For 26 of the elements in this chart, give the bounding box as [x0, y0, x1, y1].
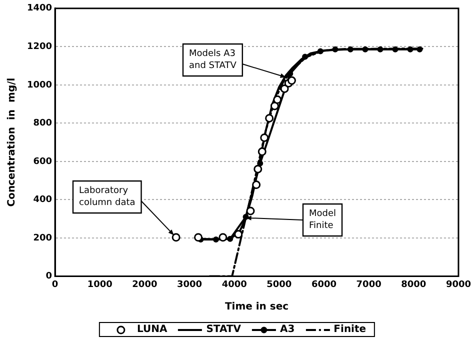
- legend-label: A3: [280, 324, 295, 335]
- x-tick-label: 6000: [311, 280, 337, 290]
- x-tick-label: 5000: [266, 280, 292, 290]
- y-tick-label: 0: [46, 272, 52, 282]
- x-tick-label: 3000: [176, 280, 202, 290]
- legend-label: STATV: [206, 324, 241, 335]
- y-tick-label: 400: [33, 195, 52, 206]
- x-tick-label: 1000: [87, 280, 112, 290]
- annotation: Model Finite: [309, 208, 336, 231]
- x-tick-label: 9000: [446, 280, 472, 290]
- x-tick-label: 4000: [222, 280, 247, 290]
- y-tick-label: 200: [33, 233, 52, 244]
- legend-label: Finite: [334, 324, 366, 335]
- x-tick-label: 8000: [401, 280, 426, 290]
- annotation: Models A3 and STATV: [189, 48, 238, 71]
- y-tick-label: 1000: [26, 80, 52, 90]
- x-tick-label: 7000: [356, 280, 382, 290]
- y-tick-label: 600: [33, 156, 52, 167]
- x-axis-title: Time in sec: [224, 302, 289, 313]
- annotation: Laboratory column data: [79, 186, 136, 208]
- x-tick-label: 2000: [132, 280, 158, 290]
- y-tick-label: 1200: [26, 42, 52, 52]
- y-tick-label: 1400: [26, 4, 52, 14]
- y-tick-label: 800: [33, 118, 52, 129]
- y-axis-title: Concentration in mg/l: [6, 78, 18, 207]
- legend-label: LUNA: [136, 324, 168, 335]
